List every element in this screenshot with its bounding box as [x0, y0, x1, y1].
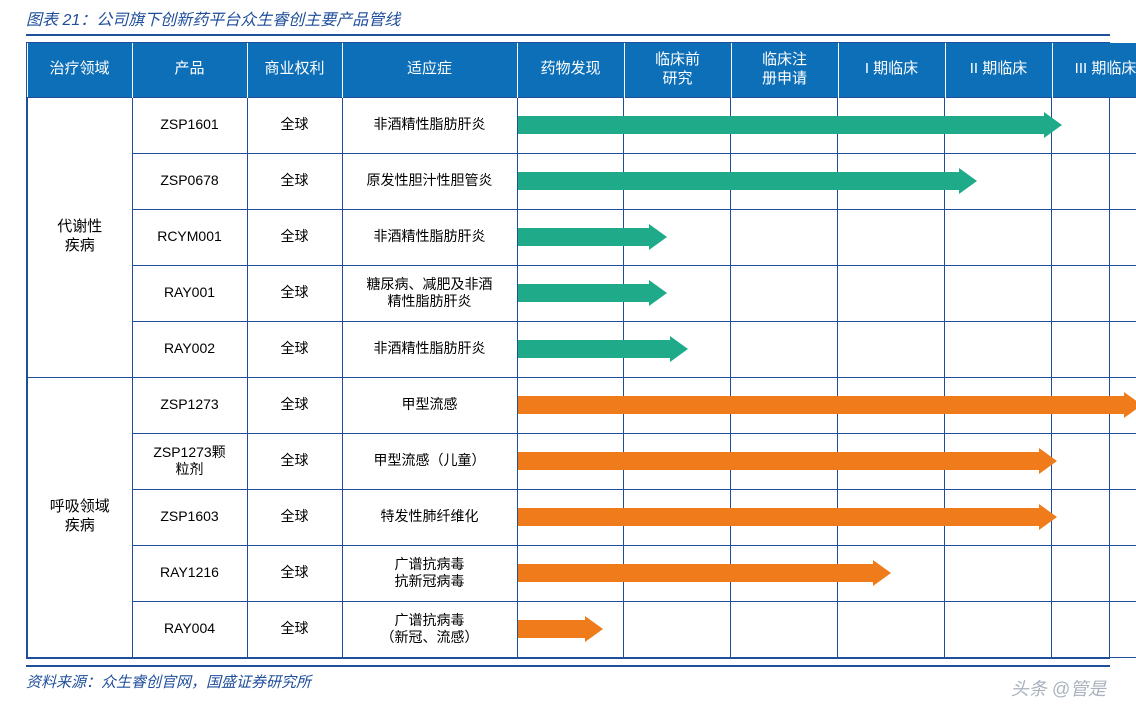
- progress-arrow-cell: [517, 265, 1136, 321]
- product: ZSP0678: [132, 153, 247, 209]
- product: RAY1216: [132, 545, 247, 601]
- indication: 广谱抗病毒抗新冠病毒: [342, 545, 517, 601]
- rights: 全球: [247, 489, 342, 545]
- product: ZSP1603: [132, 489, 247, 545]
- therapy-area: 代谢性疾病: [28, 97, 133, 377]
- table-row: 代谢性疾病ZSP1601全球非酒精性脂肪肝炎: [28, 97, 1136, 153]
- progress-arrow: [518, 560, 892, 586]
- progress-arrow: [518, 224, 667, 250]
- progress-arrow: [518, 112, 1062, 138]
- therapy-area: 呼吸领域疾病: [28, 377, 133, 657]
- rights: 全球: [247, 321, 342, 377]
- progress-arrow: [518, 616, 603, 642]
- progress-arrow-cell: [517, 321, 1136, 377]
- product: ZSP1273颗粒剂: [132, 433, 247, 489]
- rights: 全球: [247, 377, 342, 433]
- col-治疗领域: 治疗领域: [28, 43, 133, 97]
- table-row: RAY1216全球广谱抗病毒抗新冠病毒: [28, 545, 1136, 601]
- table-row: RAY001全球糖尿病、减肥及非酒精性脂肪肝炎: [28, 265, 1136, 321]
- progress-arrow: [518, 504, 1057, 530]
- col-商业权利: 商业权利: [247, 43, 342, 97]
- product: ZSP1273: [132, 377, 247, 433]
- progress-arrow-cell: [517, 153, 1136, 209]
- table-row: ZSP1273颗粒剂全球甲型流感（儿童）: [28, 433, 1136, 489]
- stage-col: 药物发现: [517, 43, 624, 97]
- progress-arrow: [518, 448, 1057, 474]
- rights: 全球: [247, 97, 342, 153]
- table-row: RAY004全球广谱抗病毒（新冠、流感）: [28, 601, 1136, 657]
- stage-col: I 期临床: [838, 43, 945, 97]
- product: RCYM001: [132, 209, 247, 265]
- rights: 全球: [247, 601, 342, 657]
- progress-arrow-cell: [517, 433, 1136, 489]
- rights: 全球: [247, 209, 342, 265]
- progress-arrow-cell: [517, 377, 1136, 433]
- table-row: RCYM001全球非酒精性脂肪肝炎: [28, 209, 1136, 265]
- progress-arrow-cell: [517, 601, 1136, 657]
- indication: 非酒精性脂肪肝炎: [342, 97, 517, 153]
- col-适应症: 适应症: [342, 43, 517, 97]
- indication: 甲型流感: [342, 377, 517, 433]
- progress-arrow-cell: [517, 489, 1136, 545]
- indication: 非酒精性脂肪肝炎: [342, 209, 517, 265]
- rights: 全球: [247, 545, 342, 601]
- indication: 糖尿病、减肥及非酒精性脂肪肝炎: [342, 265, 517, 321]
- indication: 甲型流感（儿童）: [342, 433, 517, 489]
- indication: 非酒精性脂肪肝炎: [342, 321, 517, 377]
- product: RAY004: [132, 601, 247, 657]
- product: ZSP1601: [132, 97, 247, 153]
- indication: 广谱抗病毒（新冠、流感）: [342, 601, 517, 657]
- table-row: 呼吸领域疾病ZSP1273全球甲型流感: [28, 377, 1136, 433]
- progress-arrow-cell: [517, 97, 1136, 153]
- product: RAY002: [132, 321, 247, 377]
- stage-col: II 期临床: [945, 43, 1052, 97]
- indication: 原发性胆汁性胆管炎: [342, 153, 517, 209]
- table-row: ZSP0678全球原发性胆汁性胆管炎: [28, 153, 1136, 209]
- progress-arrow: [518, 168, 977, 194]
- progress-arrow: [518, 280, 667, 306]
- rights: 全球: [247, 265, 342, 321]
- pipeline-table: 治疗领域产品商业权利适应症药物发现临床前研究临床注册申请I 期临床II 期临床I…: [27, 43, 1136, 658]
- table-row: ZSP1603全球特发性肺纤维化: [28, 489, 1136, 545]
- chart-title: 图表 21：公司旗下创新药平台众生睿创主要产品管线: [26, 6, 400, 30]
- stage-col: III 期临床: [1052, 43, 1136, 97]
- indication: 特发性肺纤维化: [342, 489, 517, 545]
- progress-arrow: [518, 392, 1136, 418]
- pipeline-table-container: 治疗领域产品商业权利适应症药物发现临床前研究临床注册申请I 期临床II 期临床I…: [26, 42, 1110, 659]
- source-text: 资料来源：众生睿创官网，国盛证券研究所: [26, 674, 311, 691]
- rights: 全球: [247, 433, 342, 489]
- watermark: 头条 @管是: [1011, 675, 1106, 701]
- stage-col: 临床前研究: [624, 43, 731, 97]
- stage-col: 临床注册申请: [731, 43, 838, 97]
- progress-arrow-cell: [517, 209, 1136, 265]
- progress-arrow-cell: [517, 545, 1136, 601]
- product: RAY001: [132, 265, 247, 321]
- col-产品: 产品: [132, 43, 247, 97]
- rights: 全球: [247, 153, 342, 209]
- progress-arrow: [518, 336, 689, 362]
- table-row: RAY002全球非酒精性脂肪肝炎: [28, 321, 1136, 377]
